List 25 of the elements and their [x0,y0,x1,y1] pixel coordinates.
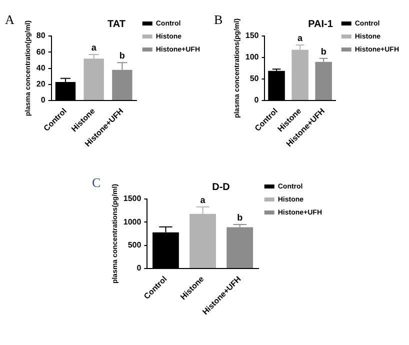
y-tick-label: 100 [245,52,260,62]
y-tick-label: 1000 [123,217,142,226]
chart-title: TAT [108,18,126,30]
annotation: a [91,42,98,53]
y-tick-label: 80 [36,31,46,40]
y-tick-label: 500 [128,240,142,250]
y-tick-label: 50 [250,74,260,84]
y-tick-label: 40 [36,63,46,72]
annotation: a [200,194,206,205]
y-tick-label: 0 [254,96,260,105]
annotation: a [298,33,304,44]
y-tick-label: 60 [36,47,46,56]
y-tick-label: 0 [136,264,142,273]
y-tick-label: 1500 [123,194,142,204]
text: B [214,12,223,28]
y-tick-label: 0 [40,96,46,105]
annotation: b [320,46,327,56]
y-tick-label: 150 [245,31,260,40]
chart-title: PAI-1 [308,18,334,30]
annotation: b [119,50,126,61]
annotation: b [237,212,244,222]
text: C [92,175,101,191]
y-tick-label: 20 [36,80,46,89]
chart-title: D-D [212,182,230,193]
text: A [5,12,14,28]
